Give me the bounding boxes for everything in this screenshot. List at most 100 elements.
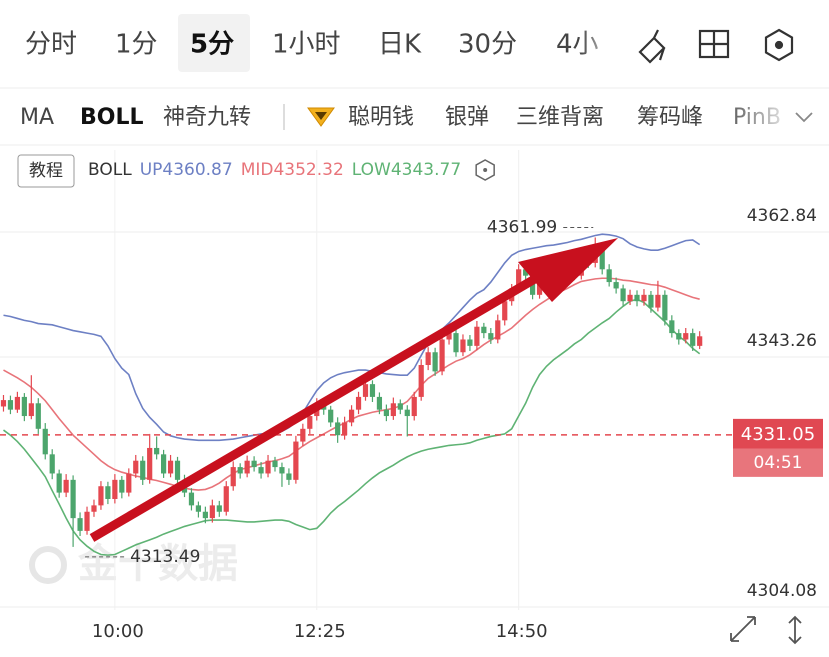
trend-arrow <box>89 238 618 542</box>
settings-icon-dot[interactable] <box>774 40 784 50</box>
tab-bar: 分时 1分 5分 1小时 日K 30分 4小 <box>25 30 599 60</box>
indicator-tab[interactable]: 聪明钱 <box>348 105 414 130</box>
countdown-tag <box>733 448 823 477</box>
candle-body <box>669 320 675 334</box>
layout-icon-grid[interactable] <box>700 31 728 57</box>
y-tick-label: 4362.84 <box>747 206 817 226</box>
candle-body <box>425 352 431 366</box>
candle-body <box>404 409 410 417</box>
candle-body <box>147 447 153 480</box>
arrow-head <box>518 238 618 302</box>
candle-body <box>432 352 438 372</box>
candle-body <box>383 409 389 417</box>
indicator-tab[interactable]: BOLL <box>80 105 144 130</box>
candle-body <box>627 294 633 302</box>
candle-body <box>161 454 167 474</box>
expand-icon[interactable] <box>730 616 756 642</box>
price-tag-label: 4331.05 <box>741 424 815 445</box>
draw-icon[interactable] <box>638 29 666 64</box>
candle-body <box>140 460 146 480</box>
band-line <box>3 298 701 556</box>
legend-name: LOW <box>352 160 391 180</box>
candle-body <box>648 294 654 308</box>
candle-body <box>195 505 202 512</box>
candle-body <box>14 396 21 410</box>
legend-settings[interactable] <box>475 159 495 181</box>
candle-body <box>188 492 195 506</box>
candle-body <box>599 246 605 270</box>
candle-body <box>376 396 383 410</box>
candle-body <box>202 511 208 519</box>
candle-body <box>397 403 403 410</box>
legend-settings-dot[interactable] <box>483 168 488 172</box>
indicator-tab[interactable]: MA <box>20 105 54 130</box>
candle-body <box>265 460 271 474</box>
price-tag <box>733 418 823 449</box>
tab[interactable]: 分时 <box>25 30 77 60</box>
candle-body <box>467 339 473 346</box>
candle-body <box>230 467 236 487</box>
candle-body <box>112 479 118 499</box>
tab[interactable]: 日K <box>378 30 422 60</box>
countdown-label: 04:51 <box>754 453 803 473</box>
candle-body <box>126 473 132 493</box>
indicator-bar: MABOLL神奇九转聪明钱银弹三维背离筹码峰PinB <box>20 105 781 130</box>
max-label: 4361.99 <box>487 217 557 237</box>
candle-body <box>258 467 264 474</box>
band-line <box>3 233 701 442</box>
tab[interactable]: 30分 <box>458 30 517 60</box>
tutorial-button[interactable] <box>17 154 75 188</box>
candle-body <box>495 320 501 340</box>
x-tick-label: 12:25 <box>294 621 346 642</box>
candle-body <box>683 333 689 340</box>
indicator-tab[interactable]: 筹码峰 <box>637 105 703 130</box>
tab[interactable]: 5分 <box>190 30 234 60</box>
legend-value: 4343.77 <box>391 160 461 180</box>
candle-body <box>516 269 522 289</box>
candle-body <box>251 460 257 468</box>
gold-icon-inner <box>315 112 327 120</box>
candle-body <box>342 422 348 436</box>
candle-body <box>223 486 229 512</box>
legend-value: 4352.32 <box>273 160 343 180</box>
candle-body <box>279 467 285 474</box>
tutorial-label[interactable]: 教程 <box>29 161 63 181</box>
min-label: 4313.49 <box>130 547 200 567</box>
legend-value: 4360.87 <box>162 160 232 180</box>
scale-icon[interactable] <box>788 615 802 645</box>
x-tick-label: 10:00 <box>92 621 144 642</box>
candle-body <box>21 396 27 417</box>
candle-body <box>133 460 139 474</box>
chevron[interactable] <box>795 112 813 123</box>
candle-body <box>369 384 376 397</box>
legend-indicator: BOLL <box>88 160 132 180</box>
active-tab-bg <box>178 14 250 72</box>
candle-body <box>154 447 160 455</box>
candle-body <box>244 460 250 474</box>
candle-body <box>272 460 278 468</box>
candle-body <box>446 333 452 340</box>
candle-body <box>418 365 424 397</box>
candle-body <box>662 294 668 321</box>
tab[interactable]: 1小时 <box>272 30 341 60</box>
settings-icon[interactable] <box>764 28 794 62</box>
indicator-tab[interactable]: 神奇九转 <box>163 105 251 130</box>
candle-body <box>7 400 14 410</box>
legend-name: MID <box>241 160 274 180</box>
candle-body <box>348 409 355 423</box>
indicator-tab[interactable]: 三维背离 <box>516 105 604 130</box>
toolbar-icons[interactable] <box>638 28 794 64</box>
tab[interactable]: 1分 <box>115 30 158 60</box>
candle-body <box>488 333 494 340</box>
indicator-tab[interactable]: 银弹 <box>445 105 489 130</box>
candle-body <box>481 326 487 334</box>
indicator-fade <box>720 100 796 136</box>
candle-body <box>613 282 619 289</box>
candle-body <box>411 396 417 417</box>
candle-body <box>0 400 7 407</box>
watermark: 金十数据 <box>77 541 238 587</box>
chart-controls[interactable] <box>730 615 802 645</box>
candle-body <box>237 467 243 474</box>
y-tick-label: 4343.26 <box>747 331 817 351</box>
legend: UP 4360.87 MID 4352.32 LOW 4343.77 <box>140 159 495 181</box>
